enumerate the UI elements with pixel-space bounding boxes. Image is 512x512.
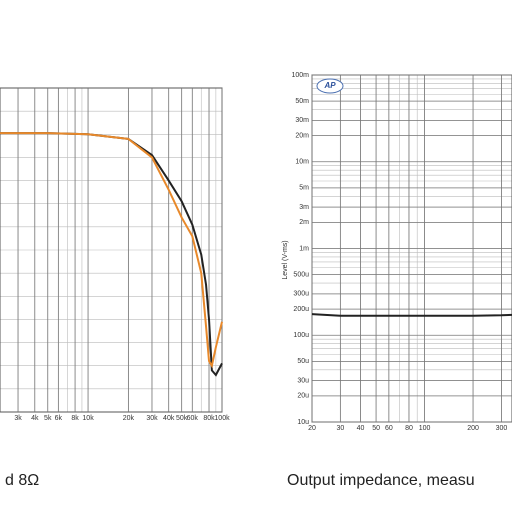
y-tick-label: 3m xyxy=(299,204,309,211)
x-tick-label: 40 xyxy=(357,425,365,432)
caption: d 8Ω xyxy=(5,472,39,489)
series-line xyxy=(0,132,223,369)
y-tick-label: 5m xyxy=(299,185,309,192)
y-tick-label: 10u xyxy=(297,419,309,426)
y-tick-label: 50m xyxy=(295,98,309,105)
logo-badge xyxy=(316,78,344,94)
y-tick-label: 30m xyxy=(295,117,309,124)
x-tick-label: 60 xyxy=(385,425,393,432)
x-tick-label: 4k xyxy=(31,415,39,422)
x-tick-label: 30k xyxy=(146,415,158,422)
x-tick-label: 80k xyxy=(203,415,215,422)
logo: AP xyxy=(323,81,336,90)
caption: Output impedance, measu xyxy=(287,472,475,489)
y-tick-label: 50u xyxy=(297,358,309,365)
y-tick-label: 30u xyxy=(297,377,309,384)
x-tick-label: 40k xyxy=(163,415,175,422)
y-tick-label: 2m xyxy=(299,219,309,226)
x-tick-label: 60k xyxy=(187,415,199,422)
x-tick-label: 5k xyxy=(44,415,52,422)
x-tick-label: 50k xyxy=(176,415,188,422)
y-tick-label: 20u xyxy=(297,393,309,400)
y-tick-label: 500u xyxy=(293,271,309,278)
y-axis-label: Level (V-ms) xyxy=(282,240,289,279)
x-tick-label: 8k xyxy=(71,415,79,422)
x-tick-label: 80 xyxy=(405,425,413,432)
x-tick-label: 100 xyxy=(419,425,431,432)
series-line xyxy=(311,313,512,317)
x-tick-label: 200 xyxy=(467,425,479,432)
x-tick-label: 20 xyxy=(308,425,316,432)
y-tick-label: 100m xyxy=(291,72,309,79)
y-tick-label: 100u xyxy=(293,332,309,339)
y-tick-label: 1m xyxy=(299,245,309,252)
y-tick-label: 20m xyxy=(295,132,309,139)
y-tick-label: 200u xyxy=(293,306,309,313)
x-tick-label: 6k xyxy=(55,415,63,422)
x-tick-label: 300 xyxy=(496,425,508,432)
x-tick-label: 20k xyxy=(123,415,135,422)
x-tick-label: 3k xyxy=(14,415,22,422)
x-tick-label: 100k xyxy=(214,415,230,422)
y-tick-label: 300u xyxy=(293,291,309,298)
x-tick-label: 10k xyxy=(82,415,94,422)
y-tick-label: 10m xyxy=(295,159,309,166)
x-tick-label: 50 xyxy=(372,425,380,432)
x-tick-label: 30 xyxy=(336,425,344,432)
